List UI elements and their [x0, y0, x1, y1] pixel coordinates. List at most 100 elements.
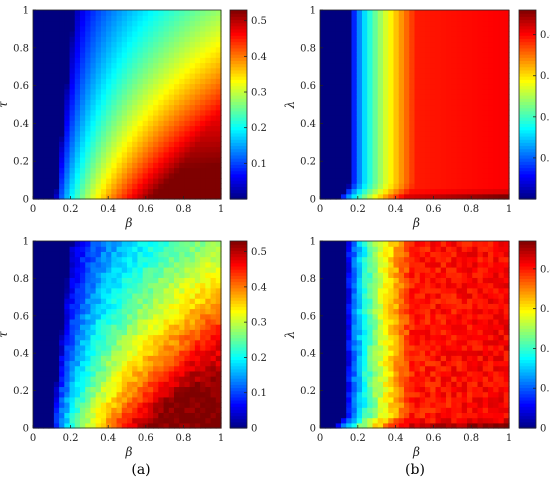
heatmap-cell	[210, 344, 217, 351]
heatmap-cell	[388, 99, 395, 106]
heatmap-cell	[53, 136, 60, 142]
heatmap-cell	[472, 62, 479, 69]
heatmap-cell	[127, 256, 133, 263]
heatmap-cell	[451, 67, 458, 74]
heatmap-cell	[132, 125, 139, 132]
heatmap-cell	[461, 67, 468, 74]
heatmap-cell	[446, 62, 452, 69]
heatmap-cell	[100, 417, 107, 424]
heatmap-cell	[127, 25, 133, 32]
heatmap-cell	[335, 256, 342, 263]
heatmap-cell	[100, 31, 107, 37]
heatmap-cell	[451, 15, 458, 22]
heatmap-cell	[467, 31, 473, 37]
heatmap-cell	[106, 130, 112, 137]
heatmap-cell	[90, 46, 97, 53]
heatmap-cell	[435, 172, 442, 179]
heatmap-cell	[419, 172, 426, 179]
heatmap-cell	[330, 292, 337, 299]
heatmap-cell	[351, 99, 358, 106]
heatmap-cell	[153, 407, 159, 414]
heatmap-cell	[404, 396, 410, 403]
heatmap-cell	[430, 15, 437, 22]
heatmap-cell	[43, 355, 50, 362]
heatmap-cell	[477, 178, 484, 184]
heatmap-cell	[205, 266, 212, 273]
heatmap-cell	[482, 57, 489, 64]
heatmap-cell	[377, 162, 384, 169]
heatmap-cell	[493, 120, 500, 127]
heatmap-cell	[69, 109, 76, 116]
colorbar-band	[230, 22, 247, 27]
heatmap-cell	[163, 10, 170, 16]
heatmap-cell	[393, 36, 400, 43]
heatmap-cell	[179, 324, 186, 330]
heatmap-cell	[100, 115, 107, 121]
heatmap-cell	[383, 287, 389, 294]
colorbar-band	[519, 25, 536, 30]
colorbar-band	[519, 180, 536, 184]
heatmap-cell	[74, 109, 81, 116]
heatmap-cell	[142, 292, 149, 299]
heatmap-cell	[388, 136, 395, 142]
heatmap-cell	[341, 162, 347, 169]
colorbar-band	[230, 19, 247, 24]
heatmap-cell	[488, 41, 494, 48]
heatmap-cell	[163, 120, 170, 127]
heatmap-cell	[446, 136, 452, 142]
heatmap-cell	[461, 62, 468, 69]
heatmap-cell	[80, 62, 86, 69]
heatmap-cell	[430, 303, 437, 310]
heatmap-cell	[111, 62, 118, 69]
heatmap-cell	[372, 172, 379, 179]
heatmap-cell	[168, 412, 175, 419]
heatmap-cell	[121, 376, 128, 382]
heatmap-cell	[498, 31, 505, 37]
heatmap-cell	[33, 10, 39, 16]
heatmap-cell	[69, 396, 76, 403]
heatmap-cell	[69, 277, 76, 284]
heatmap-cell	[377, 396, 384, 403]
heatmap-cell	[388, 287, 395, 294]
heatmap-cell	[90, 412, 97, 419]
heatmap-cell	[142, 272, 149, 278]
heatmap-cell	[320, 329, 326, 336]
heatmap-cell	[377, 344, 384, 351]
heatmap-cell	[372, 272, 379, 278]
x-tick-label: 0.4	[100, 204, 116, 215]
heatmap-cell	[137, 104, 144, 111]
heatmap-cell	[210, 57, 217, 64]
heatmap-cell	[488, 193, 494, 200]
heatmap-cell	[346, 370, 353, 377]
heatmap-cell	[48, 329, 55, 336]
heatmap-cell	[137, 272, 144, 278]
heatmap-cell	[205, 10, 212, 16]
heatmap-cell	[200, 241, 206, 247]
heatmap-cell	[132, 78, 139, 85]
heatmap-cell	[335, 417, 342, 424]
heatmap-cell	[95, 136, 102, 142]
heatmap-cell	[132, 83, 139, 90]
heatmap-cell	[116, 120, 123, 127]
heatmap-cell	[215, 412, 222, 419]
heatmap-cell	[74, 15, 81, 22]
heatmap-cell	[356, 178, 363, 184]
heatmap-cell	[53, 350, 60, 356]
heatmap-cell	[153, 324, 159, 330]
heatmap-cell	[425, 157, 431, 163]
heatmap-cell	[320, 15, 326, 22]
heatmap-cell	[158, 94, 165, 100]
heatmap-cell	[435, 355, 442, 362]
heatmap-cell	[451, 62, 458, 69]
heatmap-cell	[383, 261, 389, 268]
heatmap-cell	[200, 94, 206, 100]
heatmap-cell	[446, 167, 452, 174]
heatmap-cell	[153, 396, 159, 403]
heatmap-cell	[393, 334, 400, 341]
heatmap-cell	[362, 381, 368, 388]
heatmap-cell	[132, 183, 139, 190]
heatmap-cell	[430, 334, 437, 341]
heatmap-cell	[404, 272, 410, 278]
heatmap-cell	[351, 329, 358, 336]
heatmap-cell	[194, 402, 201, 408]
